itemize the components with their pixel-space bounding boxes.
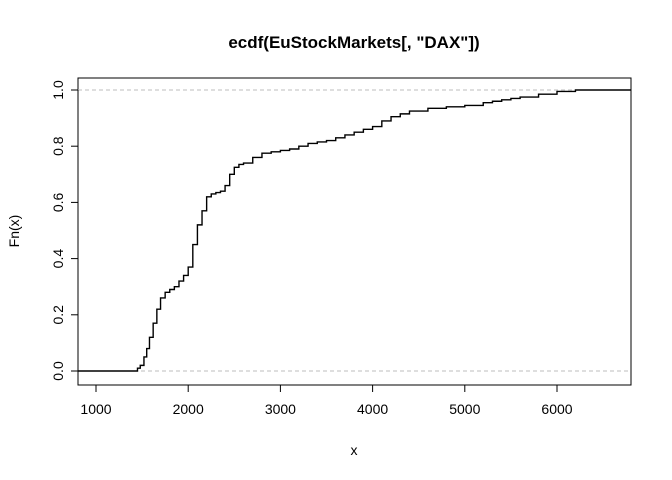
y-tick-label: 1.0 — [50, 80, 66, 100]
x-tick-label: 3000 — [265, 401, 296, 417]
x-axis-label: x — [351, 442, 358, 458]
x-tick-label: 6000 — [541, 401, 572, 417]
x-tick-label: 5000 — [449, 401, 480, 417]
x-axis: 1000 2000 3000 4000 5000 6000 — [80, 384, 573, 417]
chart-title: ecdf(EuStockMarkets[, "DAX"]) — [228, 33, 479, 52]
x-tick-label: 4000 — [357, 401, 388, 417]
ecdf-series — [78, 89, 631, 372]
y-tick-label: 0.8 — [50, 136, 66, 156]
reference-lines — [78, 89, 631, 372]
y-tick-label: 0.4 — [50, 249, 66, 269]
plot-frame — [77, 77, 632, 386]
x-tick-label: 1000 — [80, 401, 111, 417]
y-tick-label: 0.6 — [50, 192, 66, 212]
ecdf-step-line — [78, 89, 631, 372]
y-axis-label: Fn(x) — [6, 215, 22, 248]
y-axis: 0.0 0.2 0.4 0.6 0.8 1.0 — [50, 80, 79, 381]
x-tick-label: 2000 — [173, 401, 204, 417]
y-tick-label: 0.0 — [50, 361, 66, 381]
y-tick-label: 0.2 — [50, 305, 66, 325]
